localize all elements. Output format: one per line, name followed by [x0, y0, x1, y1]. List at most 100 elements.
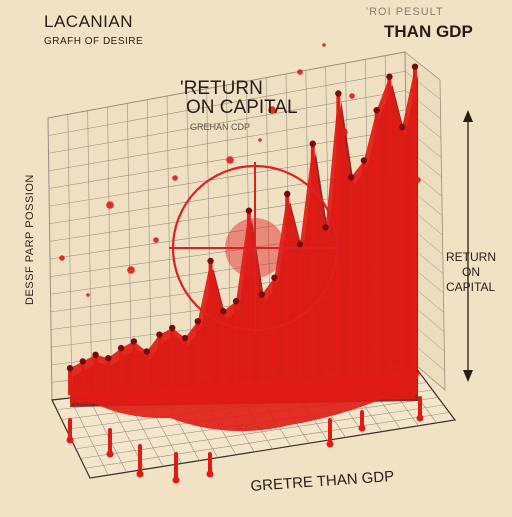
drip	[68, 418, 72, 440]
drip-drop	[358, 424, 366, 432]
right-axis-label-line3: CAPITAL	[446, 280, 496, 294]
data-marks	[66, 63, 424, 484]
data-point	[309, 140, 316, 147]
data-point	[258, 291, 265, 298]
data-point	[232, 298, 240, 305]
splatter-drops	[59, 43, 421, 297]
data-point	[271, 274, 278, 281]
data-spike	[310, 143, 315, 395]
data-spike	[131, 341, 136, 395]
data-point	[156, 331, 163, 338]
right-axis-arrow-down	[463, 370, 473, 382]
data-point	[322, 224, 329, 231]
right-axis-arrow-up	[463, 110, 473, 122]
data-spike	[93, 354, 98, 395]
data-point	[335, 90, 342, 97]
splatter-drop	[297, 69, 303, 75]
splatter-drop	[322, 43, 326, 47]
data-spike	[68, 368, 72, 395]
data-spike	[208, 261, 213, 395]
drip	[418, 396, 422, 418]
splatter-drop	[392, 121, 400, 129]
data-spike	[221, 311, 226, 395]
data-spike	[183, 338, 187, 395]
data-point	[130, 338, 138, 345]
data-point	[347, 174, 355, 181]
drip-drop	[106, 450, 114, 458]
data-point	[220, 308, 227, 315]
drip-drop	[416, 414, 424, 422]
center-label-line2: ON CAPITAL	[186, 97, 298, 118]
data-spike	[144, 351, 149, 395]
data-point	[66, 365, 74, 372]
drip	[108, 428, 112, 454]
data-point	[143, 348, 150, 355]
data-spike	[119, 348, 124, 395]
splatter-drop	[226, 156, 234, 164]
data-point	[245, 207, 253, 214]
drip	[328, 418, 332, 444]
drip-drop	[172, 476, 180, 484]
center-label-line3: GREHAN CDP	[190, 122, 251, 132]
data-point	[284, 190, 291, 198]
data-point	[386, 73, 393, 80]
data-spike	[413, 66, 417, 395]
data-spike	[259, 294, 264, 395]
crosshair-icon	[169, 162, 341, 334]
chart-title: LACANIAN	[44, 12, 134, 31]
splatter-drop	[59, 255, 65, 261]
data-point	[360, 157, 368, 164]
drip	[138, 444, 142, 474]
splatter-drop	[383, 198, 387, 202]
data-spike	[400, 127, 405, 395]
grid-line-horizontal	[48, 109, 406, 172]
grid-line-horizontal	[48, 70, 406, 136]
drip-drop	[136, 470, 144, 478]
splatter-drop	[258, 138, 262, 142]
splatter-drop	[268, 106, 276, 114]
data-spike	[272, 277, 277, 395]
data-point	[399, 123, 406, 131]
floor-line-width	[85, 412, 450, 469]
data-spike	[298, 244, 302, 395]
right-axis-label-line1: RETURN	[446, 250, 496, 264]
data-point	[411, 63, 419, 70]
data-point	[207, 257, 214, 265]
data-spike	[336, 93, 341, 395]
data-point	[181, 334, 189, 342]
drip-drop	[66, 436, 74, 444]
data-point	[92, 351, 99, 358]
splatter-drop	[127, 266, 135, 274]
data-point	[79, 358, 86, 365]
splatter-drop	[368, 166, 372, 170]
data-spike	[361, 160, 366, 395]
data-spike	[374, 110, 379, 395]
data-spike	[170, 328, 175, 395]
drip	[360, 410, 364, 428]
data-point	[117, 344, 125, 352]
data-point	[169, 324, 176, 332]
data-point	[105, 354, 112, 362]
top-right-label-line1: 'ROI PESULT	[366, 6, 444, 18]
chart-subtitle: GRAFH OF DESIRE	[44, 36, 144, 47]
data-spike	[234, 301, 239, 395]
data-point	[373, 107, 380, 114]
data-point	[194, 318, 201, 325]
splatter-drop	[340, 128, 348, 136]
splatter-drop	[86, 293, 90, 297]
drip-drop	[326, 440, 334, 448]
splatter-drop	[349, 93, 355, 99]
right-axis-arrow	[463, 110, 473, 382]
data-spike	[157, 334, 162, 395]
splatter-drop	[410, 88, 414, 92]
data-spike	[323, 227, 328, 395]
drip	[208, 452, 212, 474]
splatter-drop	[106, 201, 114, 209]
splatter-drop	[153, 237, 159, 243]
top-right-label-line2: THAN GDP	[384, 22, 473, 41]
data-point	[296, 241, 304, 248]
data-spike	[80, 361, 85, 395]
grid-line-side	[405, 71, 441, 100]
